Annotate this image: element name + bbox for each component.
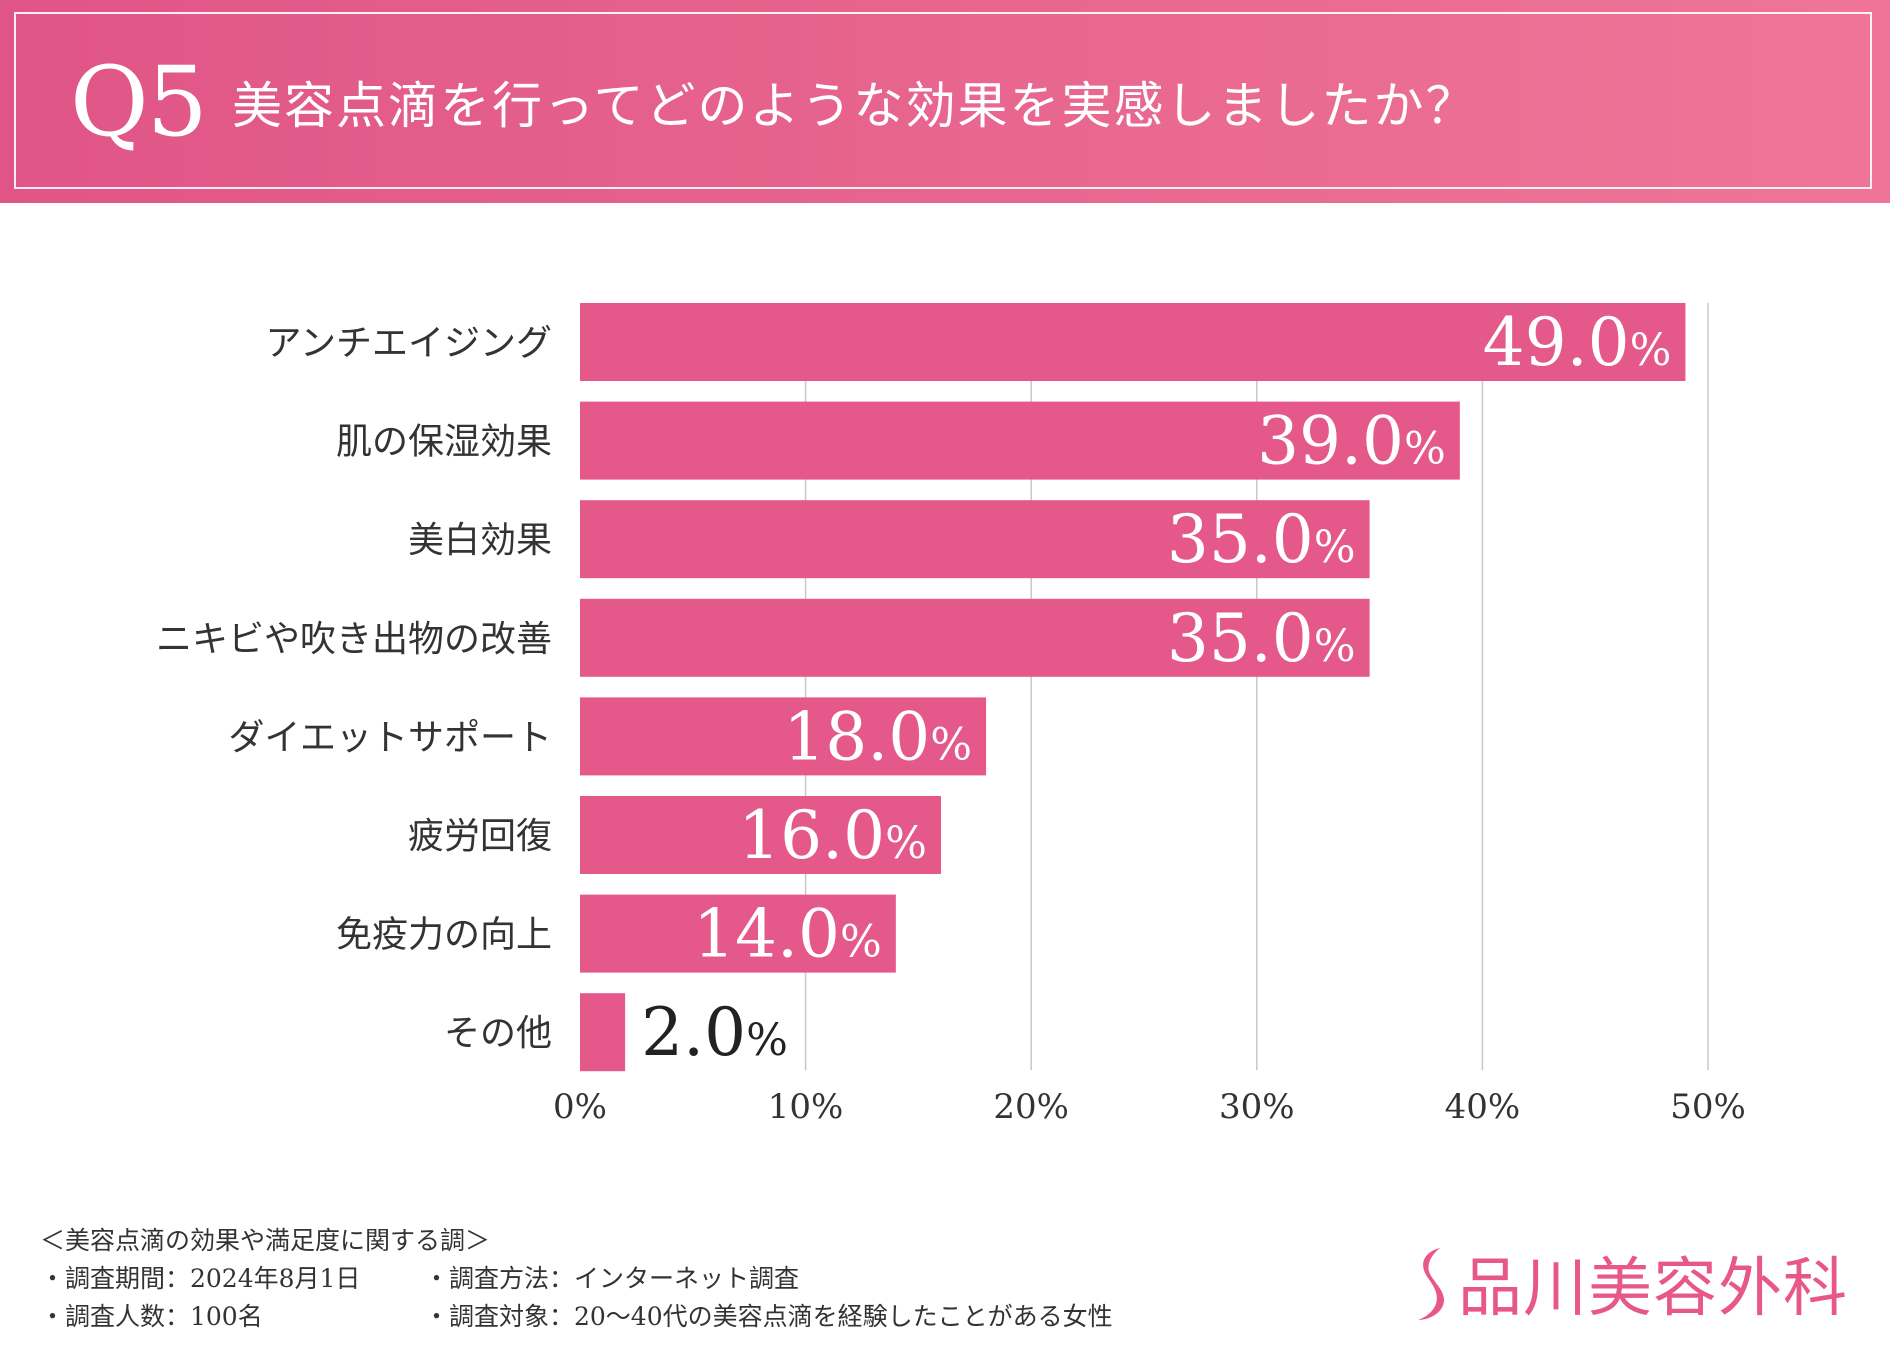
- bar: [580, 303, 1686, 381]
- survey-period: ・調査期間：2024年8月1日: [40, 1264, 361, 1293]
- survey-count: ・調査人数：100名: [40, 1302, 263, 1331]
- category-labels: アンチエイジング肌の保湿効果美白効果ニキビや吹き出物の改善ダイエットサポート疲労…: [156, 323, 552, 1054]
- value-label: 39.0%: [1257, 403, 1446, 480]
- brand-logo: 品川美容外科: [1410, 1238, 1848, 1328]
- header-frame: [14, 12, 1872, 189]
- bar: [580, 598, 1370, 677]
- value-label: 49.0%: [1483, 304, 1672, 381]
- value-label: 18.0%: [783, 698, 972, 775]
- tick-label: 20%: [993, 1087, 1069, 1127]
- axis-ticks: 0% 10% 20% 30% 40% 50%: [553, 1087, 1746, 1127]
- category-label: その他: [444, 1013, 552, 1054]
- value-label: 35.0%: [1167, 600, 1356, 677]
- tick-label: 50%: [1670, 1087, 1746, 1127]
- category-label: 免疫力の向上: [336, 915, 552, 956]
- survey-title: ＜美容点滴の効果や満足度に関する調＞: [40, 1226, 491, 1255]
- tick-label: 10%: [768, 1087, 844, 1127]
- tick-label: 40%: [1445, 1087, 1521, 1127]
- category-label: 肌の保湿効果: [336, 422, 552, 463]
- survey-target: ・調査対象：20〜40代の美容点滴を経験したことがある女性: [424, 1302, 1113, 1331]
- value-label: 14.0%: [693, 896, 882, 973]
- bar: [580, 894, 896, 973]
- category-label: ダイエットサポート: [228, 717, 552, 758]
- category-label: アンチエイジング: [265, 323, 552, 364]
- category-label: 疲労回復: [408, 816, 552, 857]
- logo-text: 品川美容外科: [1458, 1252, 1848, 1326]
- bar: [580, 401, 1460, 480]
- question-text: 美容点滴を行ってどのような効果を実感しましたか？: [232, 77, 1478, 135]
- bar: [580, 697, 987, 776]
- value-label: 16.0%: [738, 797, 927, 874]
- header-banner: Q5 美容点滴を行ってどのような効果を実感しましたか？: [0, 0, 1890, 203]
- value-label: 2.0%: [641, 994, 788, 1071]
- bar: [580, 993, 626, 1072]
- category-label: 美白効果: [408, 520, 552, 561]
- bar: [580, 796, 941, 874]
- value-label: 35.0%: [1167, 501, 1356, 578]
- tick-label: 30%: [1219, 1087, 1295, 1127]
- s-logo-icon: [1418, 1248, 1444, 1320]
- bars: 49.0% 39.0% 35.0% 35.0% 18.0% 16.0% 14.0% 2.0%: [580, 303, 1686, 1072]
- survey-method: ・調査方法：インターネット調査: [424, 1264, 800, 1293]
- bar: [580, 500, 1370, 579]
- category-label: ニキビや吹き出物の改善: [156, 619, 552, 660]
- tick-label: 0%: [553, 1087, 607, 1127]
- question-number: Q5: [70, 46, 208, 158]
